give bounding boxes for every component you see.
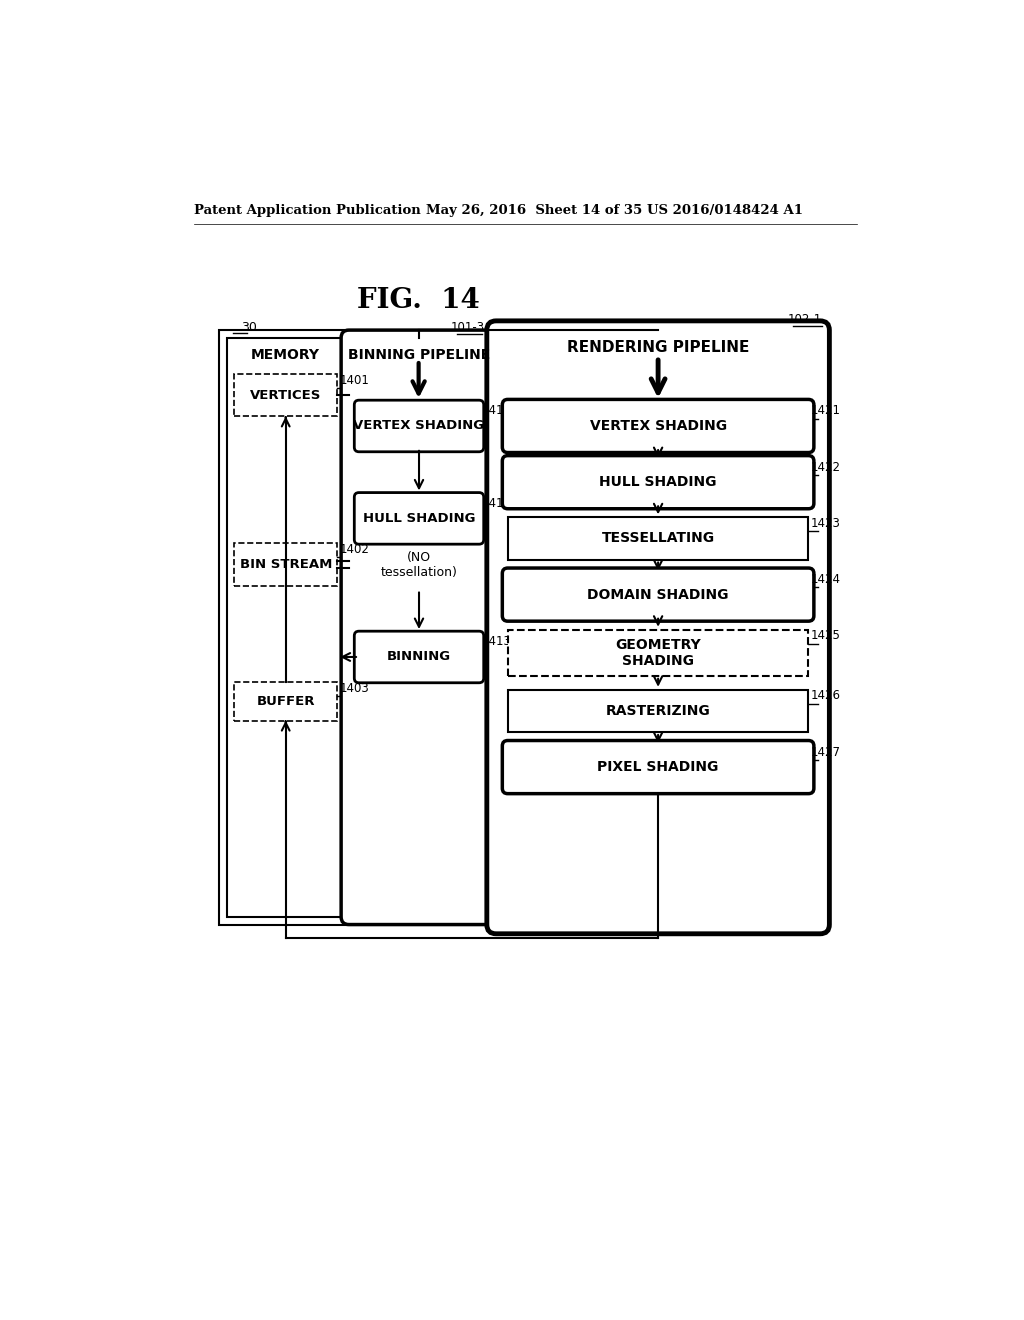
Text: HULL SHADING: HULL SHADING	[599, 475, 717, 490]
Text: 1421: 1421	[811, 404, 841, 417]
Text: 1427: 1427	[811, 746, 841, 759]
Text: RASTERIZING: RASTERIZING	[606, 704, 711, 718]
FancyBboxPatch shape	[503, 568, 814, 622]
Text: FIG.  14: FIG. 14	[356, 288, 479, 314]
Text: May 26, 2016  Sheet 14 of 35: May 26, 2016 Sheet 14 of 35	[426, 205, 643, 218]
Bar	[234, 544, 337, 586]
Text: 1413: 1413	[481, 635, 511, 648]
Text: 1403: 1403	[340, 681, 370, 694]
Text: 101-3: 101-3	[451, 321, 484, 334]
Bar	[219, 330, 825, 924]
Text: DOMAIN SHADING: DOMAIN SHADING	[588, 587, 729, 602]
FancyBboxPatch shape	[341, 330, 496, 924]
Text: 1423: 1423	[811, 517, 841, 529]
Bar	[508, 630, 809, 676]
Text: RENDERING PIPELINE: RENDERING PIPELINE	[567, 339, 750, 355]
Text: BUFFER: BUFFER	[256, 694, 315, 708]
Bar	[227, 338, 343, 917]
Text: PIXEL SHADING: PIXEL SHADING	[597, 760, 719, 774]
Text: BINNING PIPELINE: BINNING PIPELINE	[347, 347, 489, 362]
Text: 102-1: 102-1	[787, 313, 821, 326]
Text: VERTICES: VERTICES	[250, 388, 322, 401]
Text: Patent Application Publication: Patent Application Publication	[194, 205, 421, 218]
Text: 1424: 1424	[811, 573, 841, 586]
Bar	[234, 374, 337, 416]
Text: 1402: 1402	[340, 543, 370, 556]
Text: VERTEX SHADING: VERTEX SHADING	[353, 420, 484, 433]
Text: 1425: 1425	[811, 630, 841, 643]
Text: 1401: 1401	[340, 374, 370, 387]
Bar	[234, 682, 337, 721]
Text: 1422: 1422	[811, 461, 841, 474]
Text: BINNING: BINNING	[387, 651, 452, 664]
Text: MEMORY: MEMORY	[251, 347, 319, 362]
FancyBboxPatch shape	[503, 741, 814, 793]
Text: US 2016/0148424 A1: US 2016/0148424 A1	[647, 205, 803, 218]
Text: 1411: 1411	[481, 404, 511, 417]
Text: (NO
tessellation): (NO tessellation)	[381, 550, 458, 579]
Text: GEOMETRY
SHADING: GEOMETRY SHADING	[615, 638, 701, 668]
Text: 1426: 1426	[811, 689, 841, 702]
Text: 1412: 1412	[481, 496, 511, 510]
Text: TESSELLATING: TESSELLATING	[601, 532, 715, 545]
FancyBboxPatch shape	[354, 631, 483, 682]
Text: BIN STREAM: BIN STREAM	[240, 558, 332, 572]
Bar	[508, 517, 809, 560]
Text: VERTEX SHADING: VERTEX SHADING	[590, 418, 727, 433]
FancyBboxPatch shape	[354, 492, 483, 544]
Text: HULL SHADING: HULL SHADING	[362, 512, 475, 525]
Bar	[508, 689, 809, 733]
FancyBboxPatch shape	[354, 400, 483, 451]
FancyBboxPatch shape	[486, 321, 829, 933]
FancyBboxPatch shape	[503, 455, 814, 508]
Text: 30: 30	[241, 321, 257, 334]
FancyBboxPatch shape	[503, 400, 814, 453]
